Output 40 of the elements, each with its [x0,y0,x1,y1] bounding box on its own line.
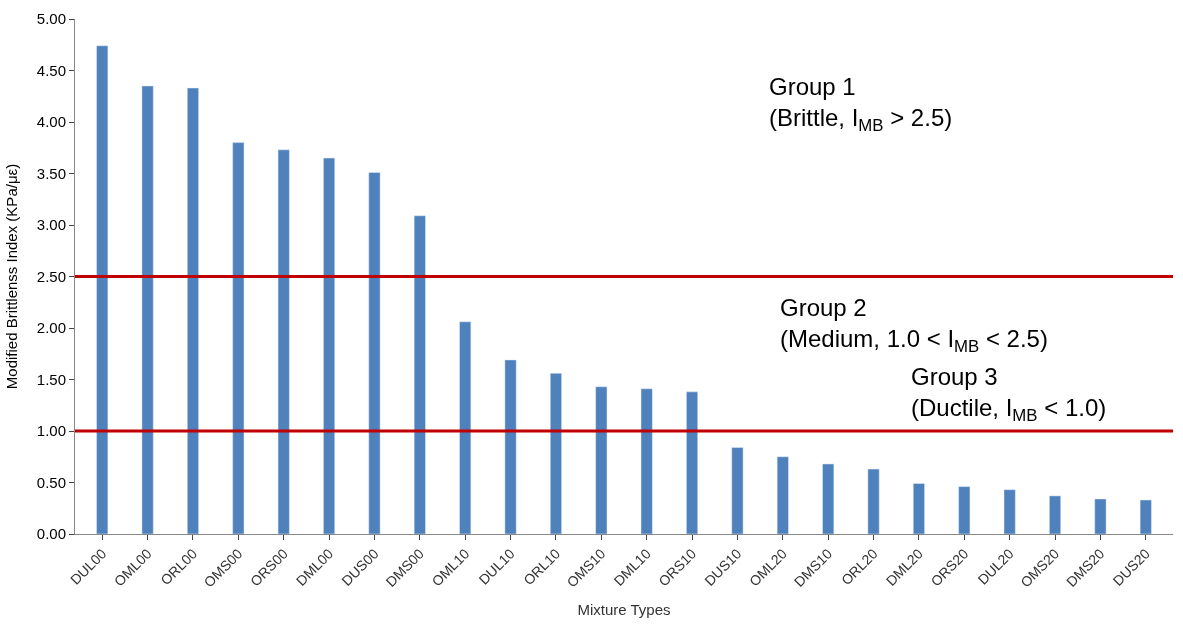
bar [595,386,608,534]
y-tick-label: 2.00 [36,319,66,337]
bar [187,87,199,534]
y-tick-label: 1.50 [36,370,66,388]
bar [232,142,245,534]
bar [1094,498,1107,534]
annotation: Group 1 (Brittle, I$_{MB}$ > 2.5) [769,73,953,136]
y-tick-label: 4.50 [36,61,66,79]
bar [459,321,472,534]
y-tick-label: 0.50 [36,473,66,491]
y-axis-title: Modified Brittlenss Index (KPa/με) [3,163,21,390]
annotation: Group 2 (Medium, 1.0 < I$_{MB}$ < 2.5) [780,294,1048,357]
y-tick-label: 4.00 [36,113,66,131]
y-tick-label: 2.50 [36,267,66,285]
bar [1049,495,1061,534]
x-axis-title: Mixture Types [577,601,671,619]
bar [368,172,381,534]
bar [277,149,290,534]
bar [504,359,517,534]
y-tick-label: 0.00 [36,525,66,543]
annotation: Group 3 (Ductile, I$_{MB}$ < 1.0) [911,363,1107,426]
bar [913,483,925,534]
bar [141,85,154,534]
bar [776,456,789,534]
bar [958,486,971,534]
bar [550,373,562,534]
bar [413,215,426,534]
bar [686,391,698,534]
bar [867,468,880,534]
bar [731,447,744,534]
bar [1139,499,1152,534]
bar [323,157,335,534]
bar [640,388,653,534]
y-tick-label: 5.00 [36,10,66,28]
y-tick-label: 3.50 [36,164,66,182]
y-tick-label: 3.00 [36,216,66,234]
bar [1003,489,1016,534]
y-tick-label: 1.00 [36,422,66,440]
bar [822,463,835,534]
bar [96,45,109,534]
